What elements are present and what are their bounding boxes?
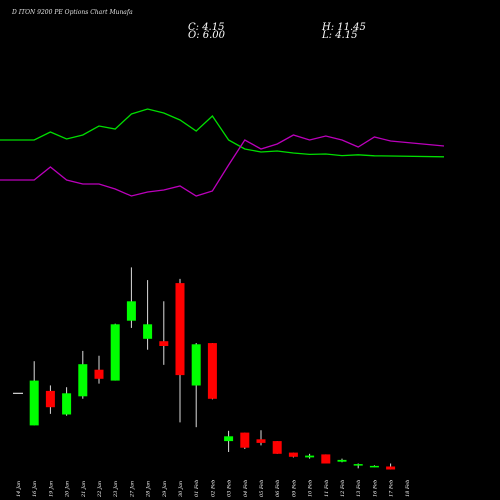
- candle: [240, 432, 250, 449]
- candle: [256, 430, 266, 446]
- x-tick-label: 16 Jan: [32, 481, 38, 497]
- candle: [45, 385, 55, 414]
- candle-body: [207, 343, 217, 399]
- x-tick-label: 17 Feb: [389, 480, 395, 497]
- candle-body: [29, 380, 39, 426]
- high-price-label: H: 11.45: [322, 22, 366, 33]
- candle-body: [110, 324, 120, 381]
- candle: [386, 463, 396, 470]
- candle: [159, 301, 169, 365]
- close-price-label: C: 4.15: [188, 22, 225, 33]
- candle-body: [337, 459, 347, 462]
- x-axis-labels: 14 Jan 16 Jan 19 Jan 20 Jan 21 Jan 22 Jan 23 J…: [16, 480, 411, 498]
- x-tick-label: 30 Jan: [178, 481, 184, 497]
- candle-body: [159, 341, 169, 346]
- candle: [207, 343, 217, 400]
- x-tick-label: 16 Feb: [372, 480, 378, 497]
- candle: [191, 343, 201, 428]
- candle: [272, 441, 282, 454]
- candle: [337, 458, 347, 463]
- candle-body: [305, 455, 315, 458]
- x-tick-label: 21 Jan: [81, 481, 87, 498]
- x-tick-label: 27 Jan: [129, 481, 135, 498]
- low-price-label: L: 4.15: [322, 30, 358, 41]
- chart-title: D ITON 9200 PE Options Chart Munafa: [12, 9, 133, 16]
- x-tick-label: 05 Feb: [259, 480, 265, 497]
- candle-body: [272, 441, 282, 454]
- candle-body: [256, 439, 266, 443]
- x-tick-label: 18 Feb: [405, 480, 411, 497]
- x-tick-label: 22 Jan: [97, 481, 103, 498]
- x-tick-label: 10 Feb: [308, 480, 314, 497]
- x-tick-label: 28 Jan: [146, 481, 152, 498]
- candle-body: [240, 432, 250, 448]
- x-tick-label: 01 Feb: [194, 480, 200, 497]
- candle-body: [78, 364, 88, 397]
- x-tick-label: 06 Feb: [275, 480, 281, 497]
- candle-body: [353, 464, 363, 466]
- x-tick-label: 12 Feb: [340, 480, 346, 497]
- x-tick-label: 09 Feb: [291, 480, 297, 497]
- candles: [29, 267, 396, 470]
- candle: [143, 280, 153, 350]
- candle-body: [126, 301, 136, 321]
- x-tick-label: 11 Feb: [324, 480, 330, 497]
- candle: [305, 453, 315, 459]
- candle: [369, 465, 379, 468]
- x-tick-label: 20 Jan: [65, 481, 71, 498]
- candle: [224, 430, 234, 452]
- candle: [78, 350, 88, 399]
- candle-body: [175, 283, 185, 376]
- candle: [62, 387, 72, 416]
- x-tick-label: 02 Feb: [210, 480, 216, 497]
- candle-body: [191, 344, 201, 386]
- x-tick-label: 19 Jan: [48, 481, 54, 497]
- indicator-line-purple: [0, 134, 445, 197]
- x-tick-label: 29 Jan: [162, 481, 168, 498]
- candle-body: [288, 452, 298, 457]
- candle: [321, 454, 331, 464]
- candle-body: [321, 454, 331, 464]
- candle-body: [94, 369, 104, 379]
- candle-body: [62, 393, 72, 415]
- x-tick-label: 23 Jan: [113, 481, 119, 498]
- candle: [94, 355, 104, 384]
- candle: [110, 323, 120, 381]
- candle-body: [224, 436, 234, 442]
- x-tick-label: 13 Feb: [356, 480, 362, 497]
- open-price-label: O: 6.00: [188, 30, 226, 41]
- candle: [126, 267, 136, 328]
- candle: [353, 463, 363, 469]
- x-tick-label: 14 Jan: [16, 481, 22, 497]
- x-tick-label: 04 Feb: [243, 480, 249, 497]
- indicator-lines: [0, 108, 445, 197]
- candle-body: [45, 390, 55, 408]
- candle: [29, 361, 39, 426]
- candle: [288, 452, 298, 458]
- candle-body: [369, 465, 379, 468]
- candle-body: [386, 466, 396, 470]
- candle-body: [143, 324, 153, 339]
- x-tick-label: 03 Feb: [227, 480, 233, 497]
- candle: [175, 278, 185, 423]
- indicator-line-green: [0, 108, 445, 158]
